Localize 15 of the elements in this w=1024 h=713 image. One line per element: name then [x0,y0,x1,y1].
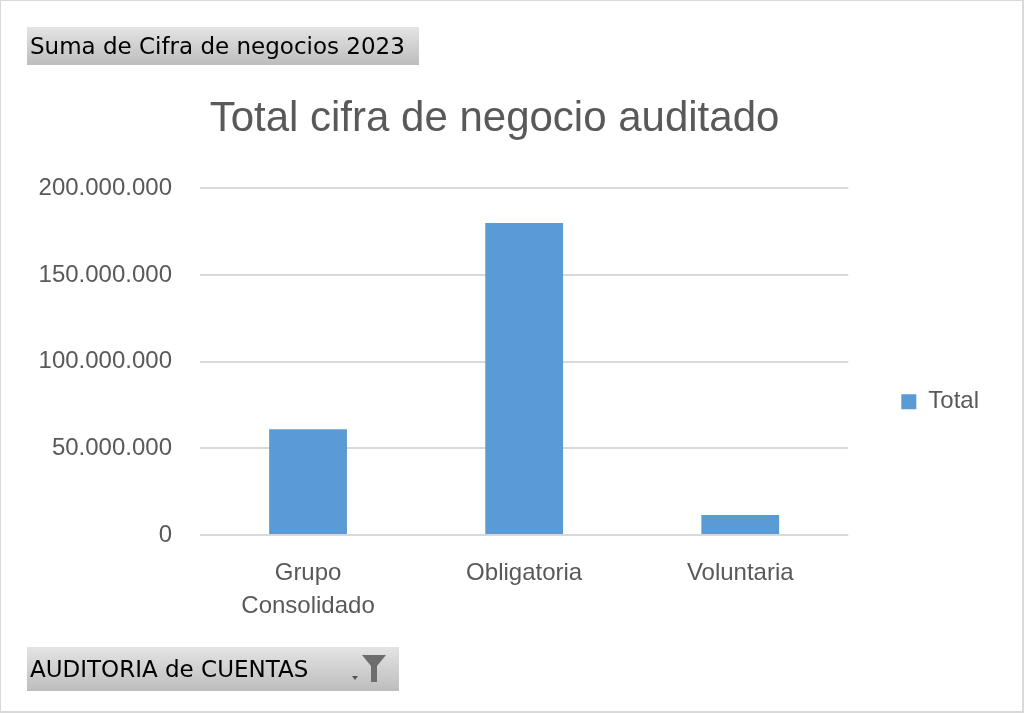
chart-title: Total cifra de negocio auditado [209,92,780,140]
field-button: Suma de Cifra de negocios 2023 [27,27,419,65]
y-tick-label: 50.000.000 [51,432,172,460]
y-tick-label: 100.000.000 [38,346,172,374]
y-tick-label: 200.000.000 [38,173,172,201]
y-tick-label: 0 [158,519,172,547]
bar [701,514,780,534]
y-tick-label: 150.000.000 [38,259,172,287]
bar [485,223,564,534]
legend-label: Total [928,386,980,414]
x-tick-label: Voluntaria [686,558,795,586]
bar [269,429,347,534]
x-tick-label: Obligatoria [466,558,583,586]
x-tick-label: Grupo Consolidado [241,558,375,619]
field-button: AUDITORIA de CUENTAS [27,647,399,691]
